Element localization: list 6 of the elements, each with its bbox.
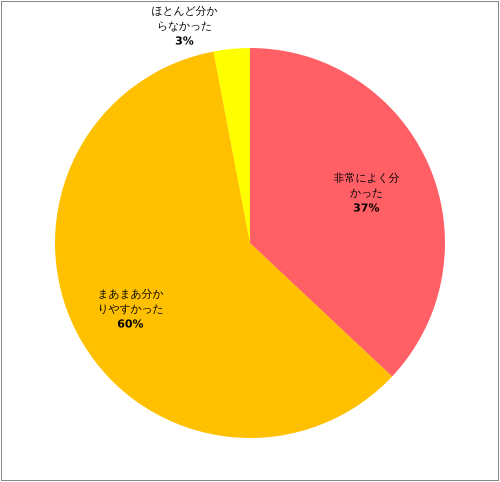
data-label: 37%	[352, 200, 380, 216]
data-label: 3%	[174, 33, 195, 48]
slice-label: まあまあ分かりやすかった	[96, 286, 164, 316]
slice-label: 非常によく分かった	[332, 170, 400, 200]
data-label: 60%	[116, 316, 145, 332]
slice-label: ほとんど分からなかった	[150, 3, 218, 34]
